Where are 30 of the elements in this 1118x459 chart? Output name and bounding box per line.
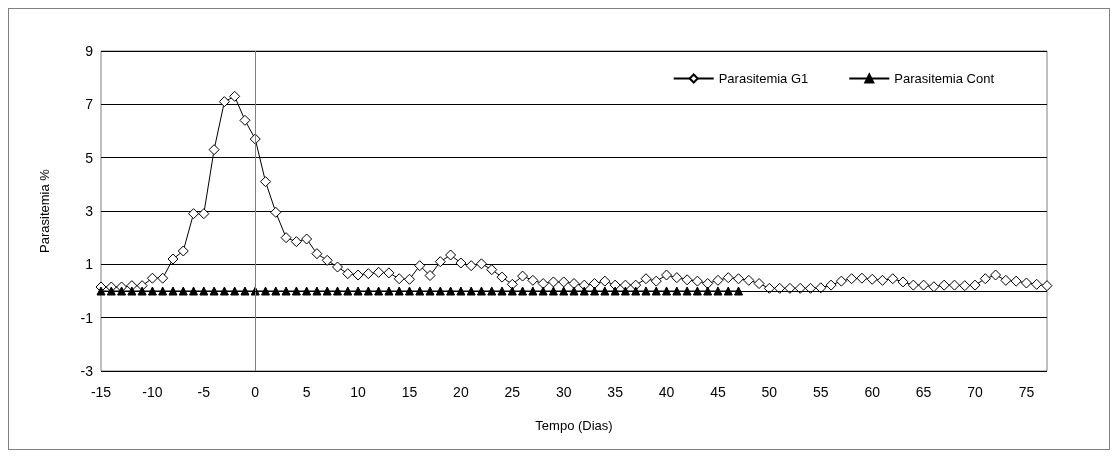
y-tick-label: 5 <box>85 149 94 166</box>
x-tick-label: -15 <box>90 384 112 400</box>
x-tick-label: 15 <box>401 384 418 400</box>
x-tick-label: 5 <box>302 384 311 400</box>
x-tick-label: 55 <box>812 384 829 400</box>
x-tick-label: 35 <box>607 384 624 400</box>
y-tick-label: -3 <box>80 363 94 379</box>
x-tick-label: 30 <box>555 384 572 400</box>
x-tick-label: 65 <box>915 384 932 400</box>
y-tick-label: -1 <box>80 309 94 326</box>
x-tick-label: 10 <box>350 384 367 400</box>
x-tick-label: -5 <box>197 384 211 400</box>
x-axis-title: Tempo (Dias) <box>535 418 613 433</box>
legend-label: Parasitemia G1 <box>718 71 809 86</box>
x-tick-label: 45 <box>710 384 726 400</box>
y-tick-label: 9 <box>85 43 94 59</box>
x-tick-label: 60 <box>864 384 881 400</box>
legend-label: Parasitemia Cont <box>894 71 995 86</box>
x-tick-label: 20 <box>453 384 469 400</box>
x-tick-label: 50 <box>761 384 778 400</box>
x-tick-label: -10 <box>142 384 163 400</box>
y-tick-label: 7 <box>85 96 94 113</box>
y-tick-label: 1 <box>85 256 94 273</box>
y-axis-title: Parasitemia % <box>37 168 52 253</box>
x-tick-label: 70 <box>967 384 984 400</box>
x-tick-label: 40 <box>658 384 675 400</box>
y-tick-label: 3 <box>85 203 94 219</box>
x-tick-label: 75 <box>1018 384 1035 400</box>
x-tick-label: 25 <box>504 384 521 400</box>
x-tick-label: 0 <box>251 384 260 400</box>
